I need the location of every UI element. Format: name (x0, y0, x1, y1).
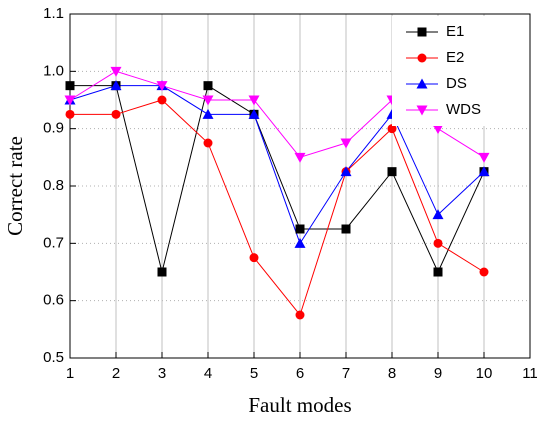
marker (340, 166, 352, 177)
marker (340, 138, 352, 149)
x-tick-label: 10 (476, 365, 493, 382)
x-tick-label: 8 (388, 365, 396, 382)
marker (295, 224, 305, 234)
marker (416, 78, 428, 89)
y-axis-title: Correct rate (3, 136, 27, 236)
marker (203, 81, 213, 91)
y-tick-label: 0.8 (43, 177, 64, 194)
x-tick-label: 4 (204, 365, 212, 382)
y-tick-label: 0.5 (43, 349, 64, 366)
legend-label: WDS (446, 101, 481, 118)
marker (157, 95, 167, 105)
marker (110, 66, 122, 77)
series-line (70, 99, 485, 317)
marker (479, 267, 489, 277)
marker (202, 95, 214, 106)
marker (64, 95, 76, 106)
plot-frame (69, 13, 531, 359)
marker (156, 81, 168, 92)
marker (432, 209, 444, 220)
marker (417, 27, 427, 37)
marker (341, 224, 351, 234)
marker (203, 138, 213, 148)
legend-label: E2 (446, 49, 464, 66)
legend: E1 E2 DS WDS (392, 16, 528, 126)
y-tick-label: 0.6 (43, 292, 64, 309)
y-tick-label: 1.0 (43, 62, 64, 79)
x-axis-title: Fault modes (248, 393, 351, 417)
legend-box (392, 16, 528, 126)
x-tick-label: 2 (112, 365, 120, 382)
x-tick-label: 6 (296, 365, 304, 382)
legend-label: E1 (446, 23, 464, 40)
marker (157, 267, 167, 277)
marker (433, 267, 443, 277)
x-tick-label: 11 (522, 365, 538, 382)
marker (433, 238, 443, 248)
x-tick-label: 3 (158, 365, 166, 382)
marker (295, 310, 305, 320)
y-tick-label: 0.7 (43, 234, 64, 251)
y-tick-label: 0.9 (43, 120, 64, 137)
series-line (69, 85, 485, 245)
marker (110, 80, 122, 91)
x-tick-label: 7 (342, 365, 350, 382)
marker (478, 152, 490, 163)
marker (294, 237, 306, 248)
marker (432, 124, 444, 135)
marker (387, 167, 397, 177)
marker (65, 109, 75, 119)
marker (478, 166, 490, 177)
y-tick-label: 1.1 (43, 5, 64, 22)
x-tick-label: 1 (66, 365, 74, 382)
marker (202, 108, 214, 119)
marker (248, 108, 260, 119)
marker (387, 124, 397, 134)
marker (111, 109, 121, 119)
legend-label: DS (446, 75, 467, 92)
marker (416, 105, 428, 116)
marker (65, 81, 75, 91)
marker (417, 53, 427, 63)
x-tick-label: 5 (250, 365, 258, 382)
marker (249, 253, 259, 263)
series-line (70, 84, 485, 274)
x-tick-label: 9 (434, 365, 442, 382)
marker (294, 152, 306, 163)
marker (248, 95, 260, 106)
